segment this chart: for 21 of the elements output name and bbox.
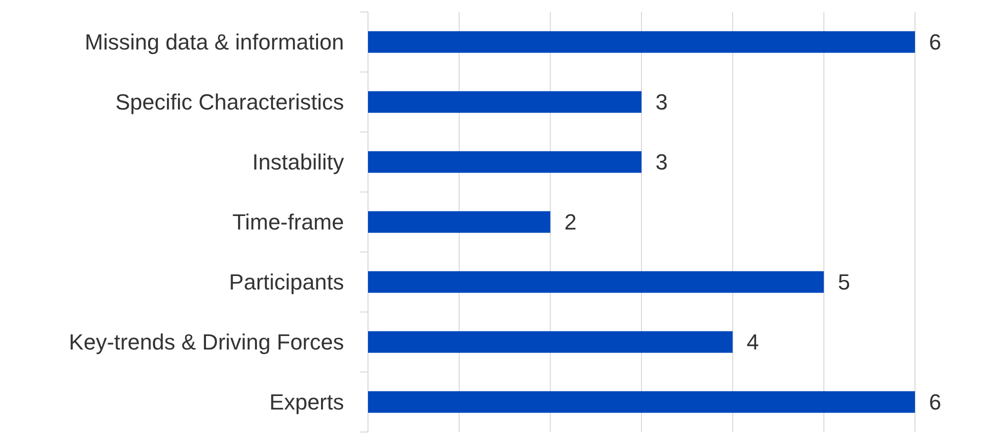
bar <box>368 271 824 293</box>
data-label: 4 <box>746 330 759 355</box>
bar <box>368 91 642 113</box>
data-label: 6 <box>929 30 942 55</box>
bar <box>368 211 550 233</box>
data-label: 5 <box>838 270 850 295</box>
data-label: 6 <box>929 390 942 415</box>
bar <box>368 151 642 173</box>
y-tick-label: Key-trends & Driving Forces <box>68 330 344 355</box>
bar <box>368 331 733 353</box>
y-tick-label: Specific Characteristics <box>115 90 344 115</box>
bar <box>368 31 915 53</box>
bar <box>368 391 915 413</box>
y-tick-label: Missing data & information <box>84 30 344 55</box>
data-label: 3 <box>656 150 668 175</box>
y-tick-label: Time-frame <box>232 210 344 235</box>
y-tick-label: Instability <box>252 150 344 175</box>
y-tick-label: Experts <box>269 390 344 415</box>
y-tick-label: Participants <box>229 270 344 295</box>
data-label: 3 <box>656 90 668 115</box>
data-label: 2 <box>564 210 577 235</box>
